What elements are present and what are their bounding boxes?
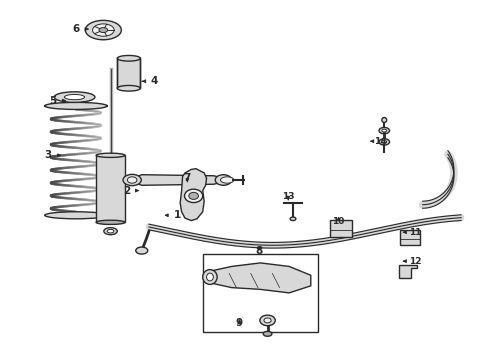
Polygon shape [208, 263, 311, 293]
Ellipse shape [382, 140, 387, 143]
Ellipse shape [379, 139, 390, 145]
Ellipse shape [220, 177, 234, 183]
Polygon shape [132, 175, 223, 185]
Ellipse shape [104, 228, 117, 235]
Text: 8: 8 [256, 246, 263, 256]
Text: 14: 14 [374, 137, 387, 146]
Ellipse shape [189, 192, 198, 199]
Text: 2: 2 [123, 186, 130, 195]
Ellipse shape [136, 247, 148, 254]
Text: 7: 7 [184, 173, 191, 183]
Ellipse shape [203, 270, 217, 284]
Ellipse shape [382, 129, 387, 132]
Ellipse shape [290, 217, 296, 221]
Text: 11: 11 [409, 228, 422, 237]
Ellipse shape [215, 175, 232, 185]
Text: 1: 1 [174, 210, 181, 220]
Ellipse shape [65, 94, 85, 100]
Ellipse shape [45, 102, 107, 109]
Ellipse shape [107, 229, 114, 233]
Ellipse shape [379, 127, 390, 134]
Text: 10: 10 [332, 217, 345, 226]
Polygon shape [96, 155, 125, 222]
Ellipse shape [96, 220, 125, 224]
Text: 4: 4 [150, 76, 157, 86]
Ellipse shape [127, 177, 137, 183]
Ellipse shape [54, 92, 95, 102]
Ellipse shape [207, 273, 213, 281]
Ellipse shape [260, 315, 275, 326]
Text: 9: 9 [236, 318, 243, 328]
Text: 12: 12 [409, 257, 422, 266]
Bar [400, 230, 420, 244]
Ellipse shape [93, 24, 114, 36]
Ellipse shape [96, 153, 125, 157]
Ellipse shape [382, 118, 387, 122]
Bar [330, 220, 352, 237]
Text: 3: 3 [45, 150, 52, 160]
Ellipse shape [45, 212, 107, 219]
Text: 6: 6 [73, 24, 79, 34]
Ellipse shape [263, 331, 272, 336]
Ellipse shape [99, 28, 108, 32]
Polygon shape [399, 265, 417, 278]
Ellipse shape [85, 21, 122, 40]
Bar [203, 254, 318, 332]
Ellipse shape [123, 174, 141, 186]
Ellipse shape [185, 189, 203, 203]
Text: 5: 5 [49, 96, 56, 105]
Ellipse shape [117, 85, 140, 91]
Ellipse shape [264, 318, 271, 323]
Ellipse shape [117, 55, 140, 61]
Polygon shape [180, 169, 207, 221]
Polygon shape [117, 58, 140, 88]
Text: 13: 13 [282, 193, 294, 202]
